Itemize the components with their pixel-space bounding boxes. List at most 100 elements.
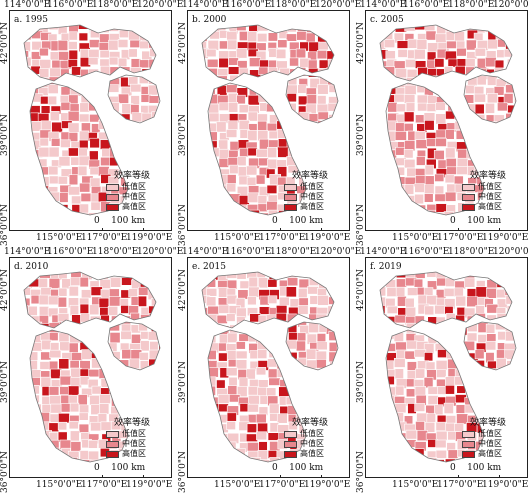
county-region bbox=[237, 386, 248, 397]
county-region bbox=[340, 66, 350, 76]
county-region bbox=[339, 195, 348, 203]
county-region bbox=[267, 368, 279, 379]
county-region bbox=[473, 86, 485, 96]
panel-title: d. 2010 bbox=[14, 262, 49, 272]
county-region bbox=[202, 324, 207, 335]
county-region bbox=[24, 412, 32, 421]
province-outline bbox=[385, 82, 485, 216]
county-region bbox=[396, 103, 406, 113]
county-region bbox=[445, 277, 456, 287]
county-region bbox=[337, 147, 338, 156]
county-region bbox=[397, 49, 408, 58]
province-outline bbox=[463, 74, 517, 124]
county-region bbox=[161, 150, 172, 159]
county-region bbox=[486, 303, 499, 314]
county-region bbox=[107, 129, 118, 141]
county-region bbox=[138, 25, 149, 32]
county-region bbox=[328, 210, 338, 215]
legend-swatch bbox=[462, 193, 475, 201]
county-region bbox=[48, 386, 60, 396]
county-region bbox=[506, 315, 516, 326]
county-region bbox=[299, 131, 309, 143]
county-region bbox=[202, 211, 207, 215]
county-region bbox=[202, 114, 208, 123]
county-region bbox=[208, 131, 218, 142]
county-region bbox=[515, 159, 516, 169]
county-region bbox=[493, 395, 505, 406]
county-region bbox=[98, 95, 111, 105]
county-region bbox=[506, 403, 516, 415]
county-region bbox=[148, 276, 160, 288]
county-region bbox=[336, 321, 338, 331]
county-region bbox=[316, 50, 328, 60]
county-region bbox=[405, 297, 415, 308]
county-region bbox=[456, 358, 466, 369]
county-region bbox=[246, 442, 259, 453]
legend-swatch bbox=[106, 440, 119, 448]
county-region bbox=[464, 120, 474, 130]
county-region bbox=[380, 32, 384, 43]
county-region bbox=[456, 47, 467, 57]
county-region bbox=[515, 75, 516, 84]
county-region bbox=[386, 421, 397, 432]
county-region bbox=[306, 94, 317, 105]
county-region bbox=[202, 32, 208, 43]
county-region bbox=[299, 120, 310, 132]
county-region bbox=[109, 102, 120, 113]
county-region bbox=[78, 423, 90, 434]
county-region bbox=[445, 129, 455, 140]
county-region bbox=[337, 113, 338, 124]
county-region bbox=[57, 421, 68, 431]
county-region bbox=[228, 57, 239, 66]
legend-item: 低值区 bbox=[462, 182, 506, 192]
county-region bbox=[59, 341, 71, 352]
county-region bbox=[407, 203, 419, 213]
longitude-bottom-label: 115°0'0"E bbox=[36, 233, 83, 243]
county-region bbox=[60, 139, 71, 148]
county-region bbox=[515, 192, 516, 202]
county-region bbox=[31, 413, 42, 423]
province-outline bbox=[201, 24, 335, 82]
county-region bbox=[235, 359, 248, 370]
county-region bbox=[435, 102, 446, 111]
county-region bbox=[61, 78, 72, 87]
province-outline bbox=[107, 74, 161, 124]
county-region bbox=[423, 287, 434, 296]
county-region bbox=[386, 287, 398, 297]
county-region bbox=[506, 278, 516, 289]
county-region bbox=[444, 458, 456, 462]
county-region bbox=[79, 375, 90, 386]
county-region bbox=[475, 286, 488, 298]
legend-label: 中值区 bbox=[478, 439, 502, 448]
county-region bbox=[24, 361, 32, 372]
county-region bbox=[474, 103, 485, 115]
county-region bbox=[81, 289, 92, 299]
county-region bbox=[205, 296, 217, 307]
county-region bbox=[507, 25, 516, 34]
county-region bbox=[24, 93, 29, 102]
county-region bbox=[385, 50, 396, 60]
county-region bbox=[403, 149, 414, 159]
county-region bbox=[110, 376, 121, 386]
county-region bbox=[29, 450, 41, 462]
county-region bbox=[138, 59, 150, 69]
county-region bbox=[317, 111, 329, 120]
county-region bbox=[99, 393, 111, 404]
county-region bbox=[474, 349, 485, 360]
county-region bbox=[226, 84, 238, 93]
county-region bbox=[111, 121, 122, 130]
county-region bbox=[151, 322, 160, 333]
legend-label: 中值区 bbox=[300, 192, 324, 201]
county-region bbox=[40, 376, 52, 388]
county-region bbox=[454, 103, 466, 112]
county-region bbox=[148, 95, 160, 104]
county-region bbox=[68, 286, 79, 297]
county-region bbox=[247, 94, 260, 106]
county-region bbox=[517, 211, 527, 221]
longitude-top-label: 120°0'0"E bbox=[493, 247, 528, 257]
county-region bbox=[161, 414, 172, 424]
county-region bbox=[424, 184, 435, 195]
county-region bbox=[296, 31, 307, 41]
county-region bbox=[385, 316, 397, 327]
county-region bbox=[161, 368, 170, 376]
